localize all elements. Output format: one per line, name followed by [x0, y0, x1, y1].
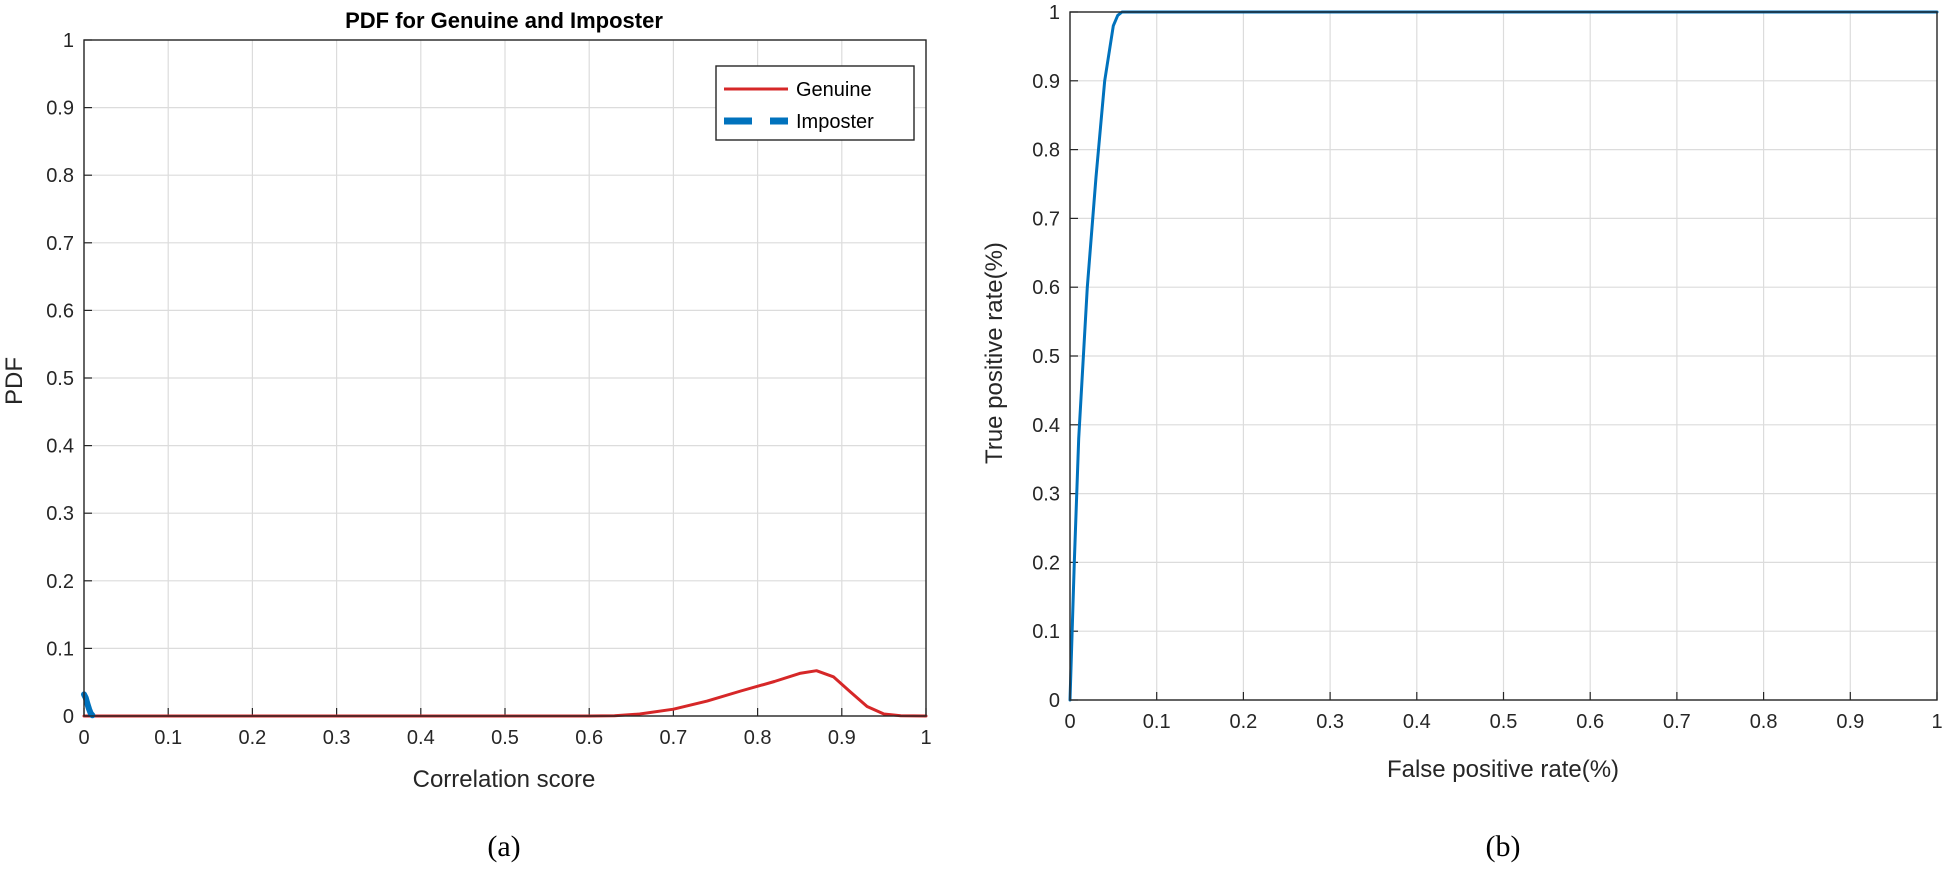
chart-a-y-tick-label: 0.7	[46, 233, 74, 255]
chart-b-x-tick-label: 0.1	[1143, 711, 1171, 733]
chart-a-xlabel: Correlation score	[413, 766, 596, 793]
chart-b-y-tick-label: 0.7	[1032, 208, 1060, 230]
chart-a-legend: Genuine Imposter	[715, 65, 915, 141]
chart-a-x-tick-label: 0.8	[744, 727, 772, 749]
chart-a-y-tick-label: 1	[63, 30, 74, 52]
chart-a-y-tick-label: 0.2	[46, 571, 74, 593]
chart-b-y-tick-label: 0.3	[1032, 484, 1060, 506]
chart-b-x-tick-label: 0	[1064, 711, 1075, 733]
chart-a-series-genuine-line	[82, 669, 928, 718]
legend-label-imposter: Imposter	[796, 111, 874, 133]
chart-b-axes-box	[1069, 11, 1938, 701]
chart-b-x-tick-label: 0.9	[1836, 711, 1864, 733]
legend-box	[715, 65, 915, 141]
chart-b-y-tick-label: 0.5	[1032, 346, 1060, 368]
chart-a-y-tick-label: 0.5	[46, 368, 74, 390]
legend-label-genuine: Genuine	[796, 79, 872, 101]
chart-b-x-tick-label: 0.7	[1663, 711, 1691, 733]
chart-b-x-tick-label: 0.3	[1316, 711, 1344, 733]
chart-a-ylabel: PDF	[1, 357, 28, 405]
chart-b-x-tick-label: 0.5	[1490, 711, 1518, 733]
chart-a-y-tick-label: 0	[63, 706, 74, 728]
chart-a-series-imposter-line	[81, 691, 96, 719]
chart-a-x-tick-label: 0.7	[659, 727, 687, 749]
chart-b-y-tick-label: 0.1	[1032, 621, 1060, 643]
chart-b-y-tick-label: 0.9	[1032, 71, 1060, 93]
chart-a-x-tick-label: 0	[78, 727, 89, 749]
chart-a-x-tick-label: 0.1	[154, 727, 182, 749]
chart-b-ylabel: True positive rate(%)	[981, 242, 1008, 464]
chart-a-y-tick-label: 0.1	[46, 638, 74, 660]
chart-b-y-tick-label: 1	[1049, 2, 1060, 24]
chart-a-x-tick-label: 0.5	[491, 727, 519, 749]
chart-b-y-tick-label: 0.2	[1032, 552, 1060, 574]
chart-b-x-tick-label: 0.6	[1576, 711, 1604, 733]
chart-a-x-tick-label: 0.9	[828, 727, 856, 749]
chart-a-x-tick-label: 0.3	[323, 727, 351, 749]
chart-b-x-tick-label: 0.8	[1750, 711, 1778, 733]
chart-a-y-tick-label: 0.8	[46, 165, 74, 187]
chart-a-x-tick-label: 0.2	[238, 727, 266, 749]
chart-b-plot: 0 0.1 0.2 0.3 0.4 0.5 0.6 0.7 0.8 0.9 1 0 0.1 0.2 0.3 0…	[1032, 2, 1942, 733]
chart-a-axes-box	[83, 39, 927, 717]
chart-b-y-tick-label: 0	[1049, 690, 1060, 712]
chart-a-x-tick-label: 0.6	[575, 727, 603, 749]
chart-b-y-tick-label: 0.8	[1032, 140, 1060, 162]
chart-b-x-tick-label: 0.2	[1229, 711, 1257, 733]
chart-b-y-tick-label: 0.6	[1032, 277, 1060, 299]
chart-b-y-tick-label: 0.4	[1032, 415, 1060, 437]
chart-a-y-tick-label: 0.9	[46, 98, 74, 120]
chart-a-y-tick-label: 0.3	[46, 503, 74, 525]
chart-a-x-tick-label: 1	[920, 727, 931, 749]
chart-a-y-tick-label: 0.6	[46, 300, 74, 322]
chart-a-title: PDF for Genuine and Imposter	[345, 8, 663, 33]
chart-a-x-tick-label: 0.4	[407, 727, 435, 749]
chart-b-x-tick-label: 1	[1931, 711, 1942, 733]
caption-b: (b)	[1486, 830, 1521, 863]
chart-b-xlabel: False positive rate(%)	[1387, 756, 1619, 783]
chart-b-x-tick-label: 0.4	[1403, 711, 1431, 733]
chart-a-plot: 0 0.1 0.2 0.3 0.4 0.5 0.6 0.7 0.8 0.9 1 0 0.1 0.2 0.3 0…	[46, 30, 931, 749]
caption-a: (a)	[487, 830, 520, 863]
chart-a-y-tick-label: 0.4	[46, 436, 74, 458]
